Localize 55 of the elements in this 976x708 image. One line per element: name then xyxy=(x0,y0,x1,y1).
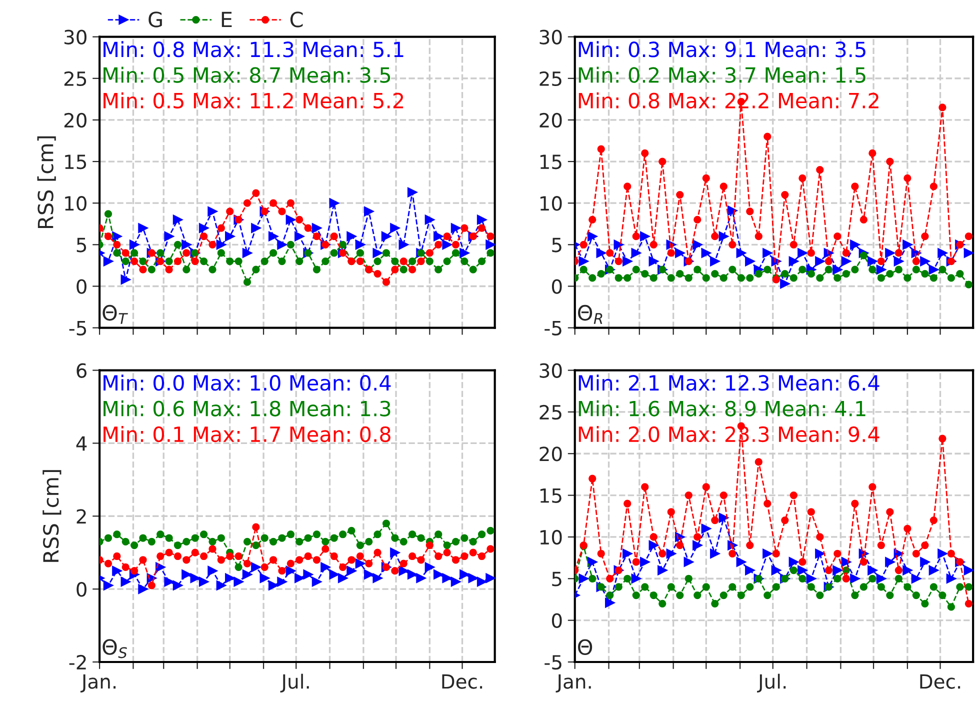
y-tick-label: 6 xyxy=(76,363,87,378)
x-tick-label: Jan. xyxy=(556,674,591,692)
annotation: Min: 0.1 Max: 1.7 Mean: 0.8 xyxy=(104,426,390,442)
annotation: Min: 0.0 Max: 1.0 Mean: 0.4 xyxy=(104,374,391,391)
y-tick-label: -5 xyxy=(544,321,562,336)
annotation: Min: 0.5 Max: 8.7 Mean: 3.5 xyxy=(104,66,390,83)
y-tick-label: 0 xyxy=(76,582,86,597)
y-tick-label: 25 xyxy=(540,404,562,420)
y-tick-label: 4 xyxy=(76,436,87,451)
y-tick-label: 0 xyxy=(76,279,86,294)
y-tick-label: 25 xyxy=(64,71,86,86)
x-tick-label: Jan. xyxy=(80,674,116,692)
annotation: Θ$_{R}$ xyxy=(578,304,602,324)
y-axis-title: RSS [cm] xyxy=(42,470,62,562)
y-tick-label: -5 xyxy=(544,655,562,670)
y-tick-label: 0 xyxy=(552,279,562,294)
y-tick-label: 5 xyxy=(552,572,562,586)
annotation: Min: 0.6 Max: 1.8 Mean: 1.3 xyxy=(104,400,390,416)
legend-label: E xyxy=(222,12,232,28)
y-tick-label: 20 xyxy=(540,112,562,128)
annotation: Min: 2.1 Max: 12.3 Mean: 6.4 xyxy=(578,374,880,391)
y-tick-label: 20 xyxy=(64,112,86,128)
annotation: Min: 0.8 Max: 11.3 Mean: 5.1 xyxy=(104,41,404,58)
annotation: Min: 0.2 Max: 3.7 Mean: 1.5 xyxy=(578,66,866,83)
annotation: Min: 1.6 Max: 8.9 Mean: 4.1 xyxy=(578,400,866,416)
y-tick-label: 30 xyxy=(540,363,562,378)
y-tick-label: 25 xyxy=(540,71,562,86)
annotation: Min: 0.5 Max: 11.2 Mean: 5.2 xyxy=(104,92,404,109)
y-axis-title: RSS [cm] xyxy=(37,136,56,228)
y-tick-label: 15 xyxy=(540,154,562,170)
annotation: Min: 0.3 Max: 9.1 Mean: 3.5 xyxy=(578,41,866,58)
annotation: Min: 2.0 Max: 23.3 Mean: 9.4 xyxy=(578,426,880,442)
legend-label: G xyxy=(148,12,162,28)
y-tick-label: 15 xyxy=(540,488,562,503)
y-tick-label: 0 xyxy=(552,613,562,628)
annotation: Θ xyxy=(578,639,592,656)
y-tick-label: 30 xyxy=(64,30,86,44)
annotation: Θ$_{S}$ xyxy=(102,639,127,658)
annotation: Θ$_{T}$ xyxy=(102,304,128,324)
y-tick-label: 10 xyxy=(540,196,562,211)
y-tick-label: 5 xyxy=(552,238,562,252)
y-tick-label: 20 xyxy=(540,446,562,462)
y-tick-label: -2 xyxy=(69,654,86,670)
y-tick-label: 2 xyxy=(76,509,86,524)
y-tick-label: 10 xyxy=(65,196,86,211)
y-tick-label: 30 xyxy=(540,30,562,44)
x-tick-label: Jul. xyxy=(280,674,309,692)
y-tick-label: -5 xyxy=(69,321,86,336)
y-tick-label: 10 xyxy=(540,530,562,545)
y-tick-label: 5 xyxy=(76,238,86,252)
legend-label: C xyxy=(290,12,303,28)
y-tick-label: 15 xyxy=(65,154,86,170)
x-tick-label: Jul. xyxy=(757,674,786,692)
x-tick-label: Dec. xyxy=(442,674,482,689)
x-tick-label: Dec. xyxy=(920,674,960,689)
